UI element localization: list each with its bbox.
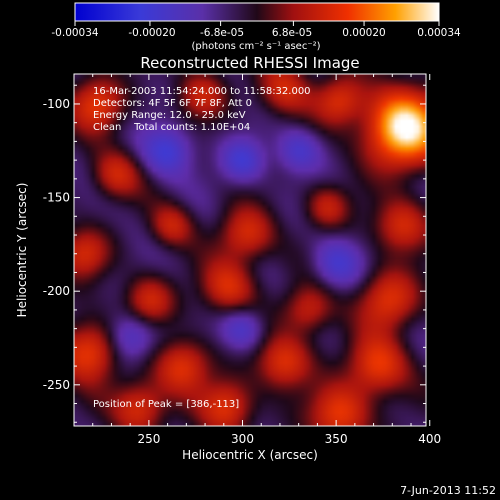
colorbar-tick-label: 6.8e-05 [272, 27, 312, 39]
colorbar-tick-label: -0.00034 [51, 27, 99, 39]
info-detectors: Detectors: 4F 5F 6F 7F 8F, Att 0 [93, 98, 252, 109]
x-tick-label: 250 [137, 432, 160, 446]
info-energy-range: Energy Range: 12.0 - 25.0 keV [93, 110, 246, 121]
colorbar-unit-label: (photons cm⁻² s⁻¹ asec⁻²) [191, 41, 320, 52]
x-tick-label: 350 [325, 432, 348, 446]
footer-timestamp: 7-Jun-2013 11:52 [400, 484, 496, 497]
colorbar [74, 2, 440, 22]
chart-title: Reconstructed RHESSI Image [140, 54, 359, 72]
plot-frame [73, 73, 427, 427]
colorbar-tick-label: 0.00034 [417, 27, 461, 39]
info-method-counts: Clean Total counts: 1.10E+04 [93, 122, 250, 133]
info-peak-position: Position of Peak = [386,-113] [93, 399, 239, 410]
x-tick-label: 400 [418, 432, 441, 446]
y-axis-title: Heliocentric Y (arcsec) [15, 183, 29, 318]
colorbar-tick-label: -6.8e-05 [200, 27, 244, 39]
x-axis-title: Heliocentric X (arcsec) [182, 448, 318, 462]
y-tick-label: -100 [43, 97, 70, 111]
y-tick-label: -250 [43, 378, 70, 392]
colorbar-tick-label: -0.00020 [128, 27, 175, 39]
colorbar-tick-label: 0.00020 [342, 27, 385, 39]
colorbar-ticks [74, 21, 440, 26]
y-tick-label: -150 [43, 191, 70, 205]
heatmap-image [74, 74, 426, 426]
x-tick-label: 300 [231, 432, 254, 446]
info-time-range: 16-Mar-2003 11:54:24.000 to 11:58:32.000 [93, 86, 311, 97]
y-tick-label: -200 [43, 284, 70, 298]
axis-ticks: 250 300 350 400 -100 -150 -200 -250 [43, 74, 441, 446]
